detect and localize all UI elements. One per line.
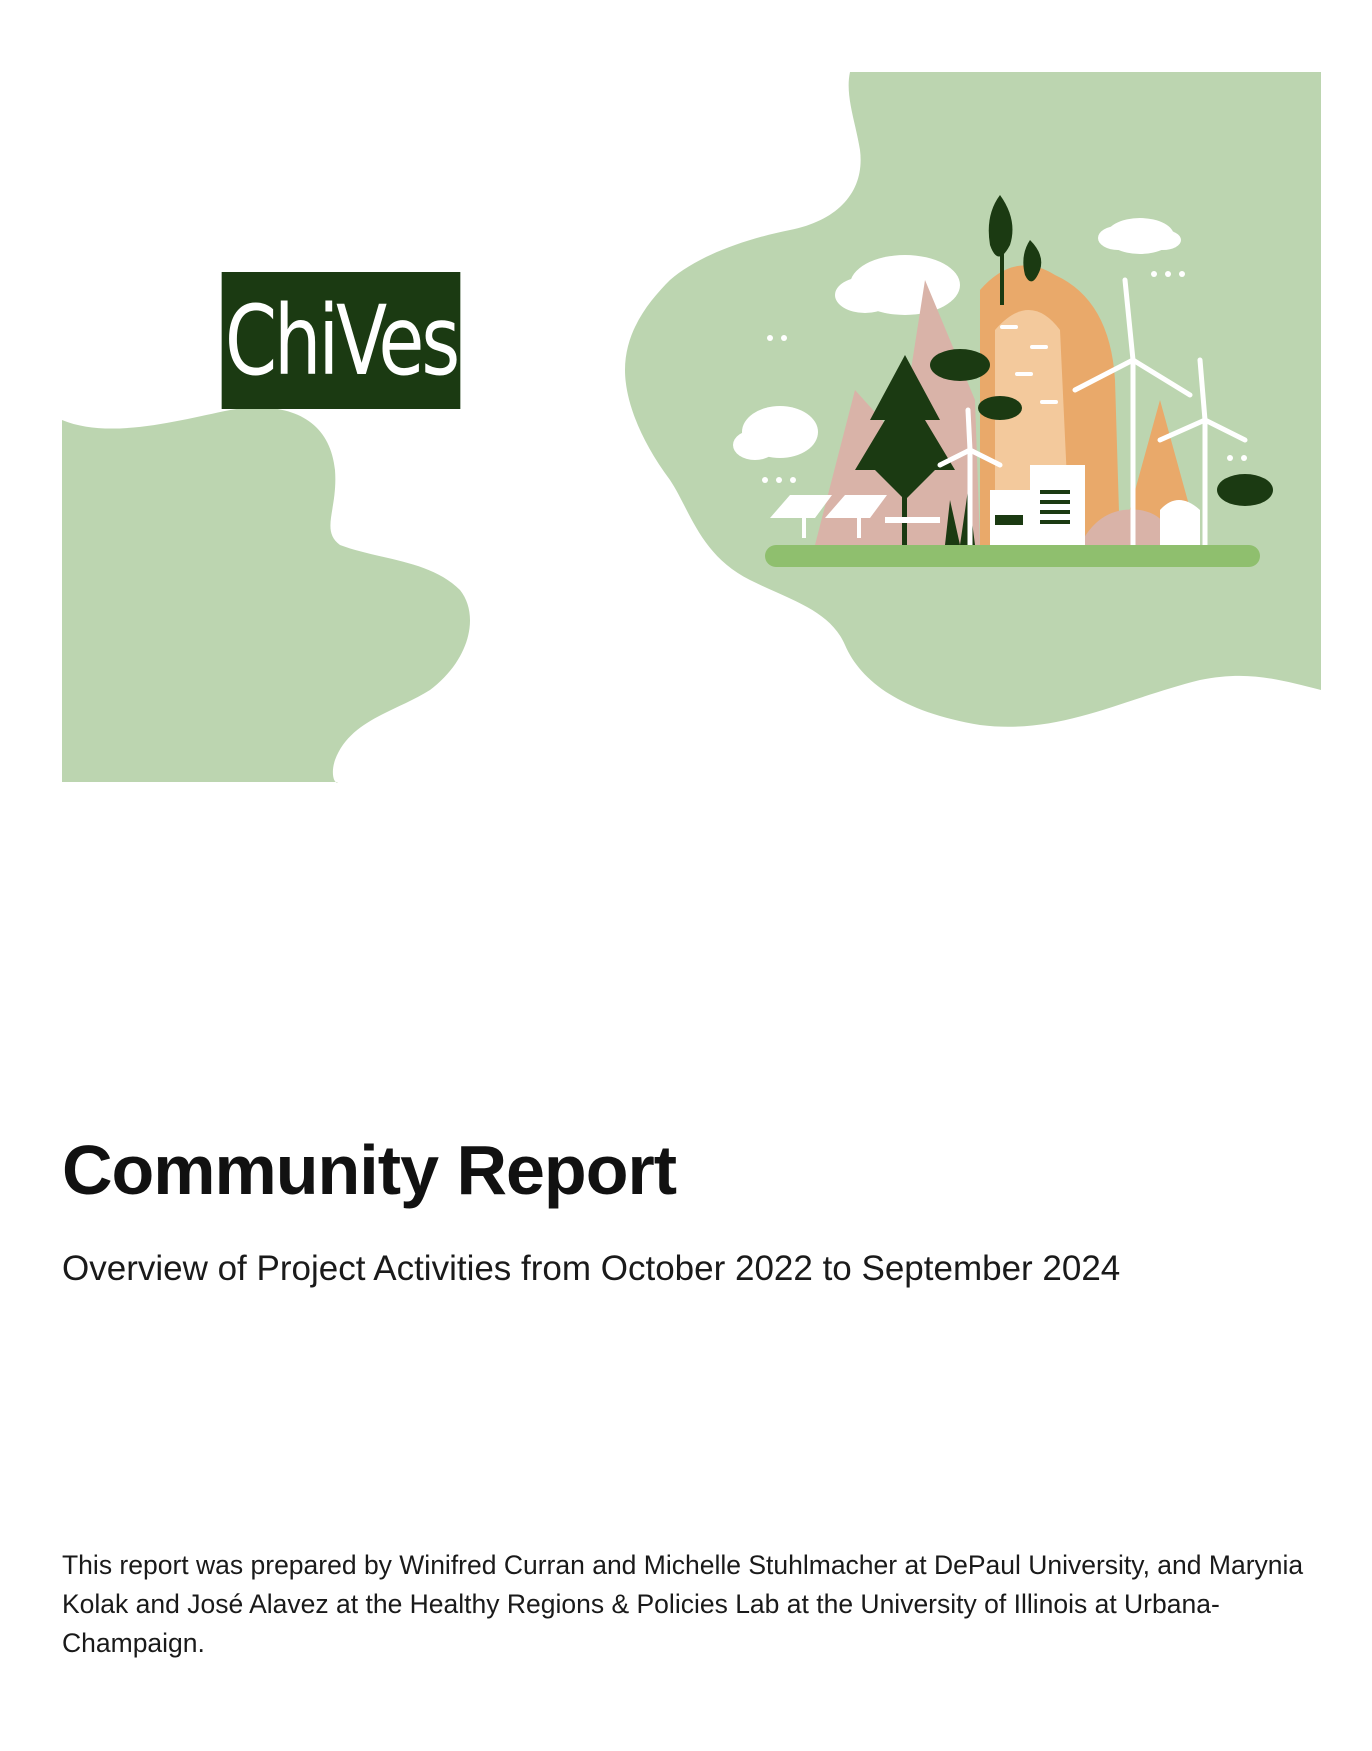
report-subtitle: Overview of Project Activities from Octo… — [62, 1249, 1121, 1288]
chives-logo: ChiVes — [221, 272, 461, 409]
logo-text: ChiVes — [224, 284, 460, 397]
report-title: Community Report — [62, 1131, 677, 1209]
report-credits: This report was prepared by Winifred Cur… — [62, 1550, 1304, 1658]
